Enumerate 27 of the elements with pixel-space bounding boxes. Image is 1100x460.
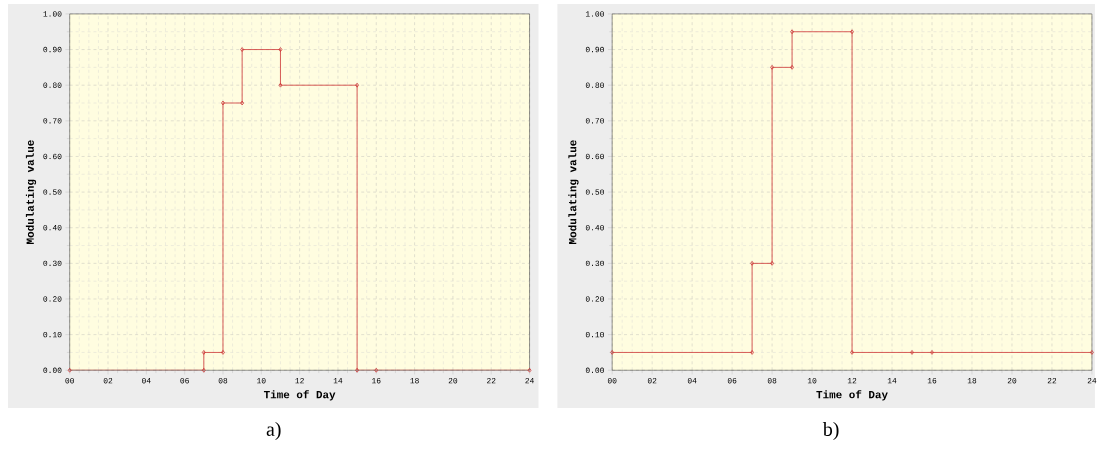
point bbox=[790, 29, 794, 35]
point bbox=[221, 100, 225, 106]
point bbox=[240, 100, 245, 106]
point bbox=[355, 82, 359, 88]
x-axis-title: Time of Day bbox=[263, 390, 336, 401]
point bbox=[355, 367, 359, 373]
point bbox=[278, 47, 283, 53]
point bbox=[910, 350, 914, 355]
point bbox=[201, 367, 206, 373]
point bbox=[770, 65, 774, 70]
point bbox=[750, 261, 754, 266]
x-axis-title: Time of Day bbox=[816, 390, 888, 401]
point bbox=[770, 261, 774, 266]
text: a) bbox=[266, 422, 281, 441]
point bbox=[930, 350, 934, 355]
y-axis-title: Modulating value bbox=[25, 140, 37, 245]
point bbox=[278, 82, 283, 88]
point bbox=[240, 47, 245, 53]
text: b) bbox=[822, 422, 839, 441]
point bbox=[850, 350, 854, 355]
point bbox=[374, 367, 379, 373]
point bbox=[790, 65, 794, 70]
y-axis-title: Modulating value bbox=[568, 140, 579, 245]
point bbox=[201, 350, 206, 355]
point bbox=[221, 350, 225, 355]
point bbox=[850, 29, 854, 35]
point bbox=[750, 350, 754, 355]
